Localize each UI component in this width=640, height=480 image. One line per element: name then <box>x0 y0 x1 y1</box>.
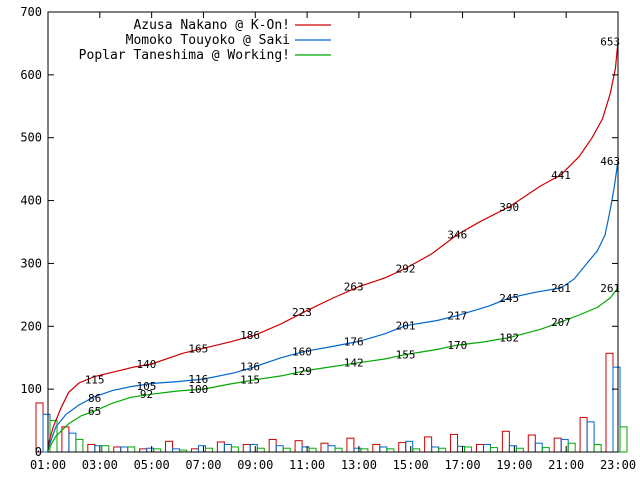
x-tick-label: 11:00 <box>289 458 325 472</box>
legend-label: Azusa Nakano @ K-On! <box>133 18 290 33</box>
series-line <box>47 287 619 451</box>
data-label: 115 <box>240 374 260 387</box>
data-label: 155 <box>396 349 416 362</box>
data-label: 92 <box>140 388 153 401</box>
data-label: 176 <box>344 335 364 348</box>
x-tick-label: 15:00 <box>393 458 429 472</box>
plot-frame <box>47 11 619 453</box>
x-tick-label: 23:00 <box>600 458 636 472</box>
data-label: 261 <box>600 282 620 295</box>
data-label: 223 <box>292 306 312 319</box>
data-label: 115 <box>85 374 105 387</box>
data-label: 116 <box>188 373 208 386</box>
data-label: 65 <box>88 405 101 418</box>
y-tick-label: 400 <box>20 194 42 208</box>
y-tick-label: 700 <box>20 5 42 19</box>
y-tick-label: 0 <box>35 445 42 459</box>
data-label: 140 <box>137 358 157 371</box>
data-label: 441 <box>551 169 571 182</box>
data-label: 160 <box>292 345 312 358</box>
data-label: 142 <box>344 357 364 370</box>
series-lines <box>47 41 619 451</box>
data-label: 261 <box>551 282 571 295</box>
legend-label: Momoko Touyoko @ Saki <box>126 33 290 48</box>
y-tick-label: 300 <box>20 256 42 270</box>
data-label: 165 <box>188 342 208 355</box>
x-tick-label: 05:00 <box>134 458 170 472</box>
x-tick-label: 03:00 <box>82 458 118 472</box>
data-label: 245 <box>499 292 519 305</box>
data-label: 100 <box>188 383 208 396</box>
series-line <box>47 160 619 450</box>
hourly-bar <box>619 426 628 453</box>
x-tick-label: 17:00 <box>444 458 480 472</box>
legend-label: Poplar Taneshima @ Working! <box>79 48 290 63</box>
data-label: 207 <box>551 316 571 329</box>
x-tick-label: 19:00 <box>496 458 532 472</box>
y-tick-label: 200 <box>20 319 42 333</box>
data-label: 653 <box>600 36 620 49</box>
data-label: 129 <box>292 365 312 378</box>
x-tick-label: 13:00 <box>341 458 377 472</box>
y-tick-label: 600 <box>20 68 42 82</box>
data-label: 346 <box>447 229 467 242</box>
data-label: 463 <box>600 155 620 168</box>
x-tick-label: 01:00 <box>30 458 66 472</box>
data-label: 136 <box>240 361 260 374</box>
data-label: 201 <box>396 320 416 333</box>
data-label: 217 <box>447 310 467 323</box>
data-label: 292 <box>396 262 416 275</box>
series-line <box>47 41 619 446</box>
data-label: 182 <box>499 332 519 345</box>
data-label: 105 <box>137 380 157 393</box>
legend: Azusa Nakano @ K-On!Momoko Touyoko @ Sak… <box>79 18 331 63</box>
x-tick-label: 21:00 <box>548 458 584 472</box>
y-axis: 0 100 200 300 400 500 600 700 <box>20 5 618 459</box>
data-label: 170 <box>447 339 467 352</box>
x-axis: 01:00 03:00 05:00 07:00 09:00 11:00 13:00 15:00… <box>30 12 636 472</box>
data-label: 86 <box>88 392 101 405</box>
x-tick-label: 09:00 <box>237 458 273 472</box>
data-label: 263 <box>344 281 364 294</box>
data-label: 390 <box>499 201 519 214</box>
y-tick-label: 100 <box>20 382 42 396</box>
y-tick-label: 500 <box>20 131 42 145</box>
data-labels: 115 140 165 186 223 263 292 346 390 441 653 86 105 11… <box>85 36 620 419</box>
x-tick-label: 07:00 <box>185 458 221 472</box>
data-label: 186 <box>240 329 260 342</box>
